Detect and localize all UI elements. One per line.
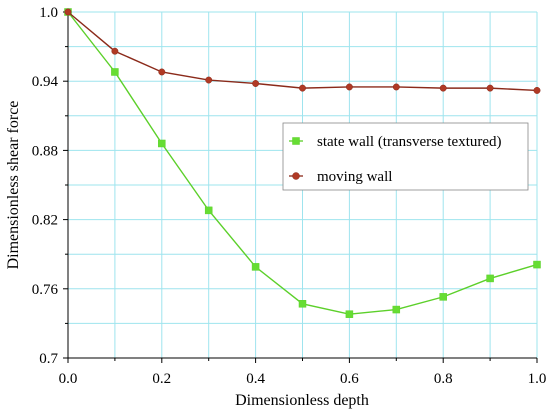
- y-tick-label: 0.82: [32, 213, 58, 229]
- data-point-state-wall: [439, 293, 447, 301]
- data-point-moving-wall: [533, 86, 541, 94]
- x-tick-label: 0.4: [246, 371, 265, 387]
- data-point-moving-wall: [392, 83, 400, 91]
- data-point-state-wall: [204, 206, 213, 215]
- y-tick-label: 0.88: [32, 143, 58, 159]
- y-tick-label: 0.94: [32, 74, 59, 90]
- tick-labels: 0.0 0.2 0.4 0.6 0.8 1.0 0.7 0.76 0.82 0.88 0.94 1.0: [32, 5, 547, 387]
- data-point-moving-wall: [486, 84, 494, 92]
- legend-marker-state-wall: [292, 137, 300, 145]
- data-point-state-wall: [486, 274, 494, 283]
- data-point-state-wall: [345, 310, 354, 318]
- data-point-state-wall: [251, 263, 260, 271]
- series-group: [64, 8, 541, 318]
- x-tick-label: 0.8: [434, 371, 453, 387]
- grid: [68, 11, 538, 358]
- legend-box: [282, 122, 529, 191]
- legend: state wall (transverse textured) moving …: [282, 122, 529, 191]
- data-point-moving-wall: [111, 47, 119, 55]
- x-tick-label: 0.2: [152, 371, 171, 387]
- legend-marker-moving-wall: [292, 172, 300, 180]
- data-point-moving-wall: [345, 83, 353, 91]
- x-tick-label: 0.6: [340, 371, 359, 387]
- data-point-moving-wall: [205, 76, 213, 84]
- x-axis-label: Dimensionless depth: [235, 392, 369, 409]
- legend-label-moving-wall: moving wall: [317, 169, 392, 185]
- x-tick-label: 0.0: [59, 371, 78, 387]
- data-point-moving-wall: [299, 84, 306, 92]
- data-point-state-wall: [111, 68, 119, 76]
- data-point-state-wall: [298, 300, 307, 308]
- legend-label-state-wall: state wall (transverse textured): [317, 134, 502, 150]
- data-point-state-wall: [392, 305, 401, 314]
- y-tick-label: 1.0: [39, 5, 58, 21]
- data-point-moving-wall: [158, 68, 166, 76]
- x-tick-label: 1.0: [528, 371, 547, 387]
- data-point-state-wall: [158, 139, 166, 148]
- data-point-moving-wall: [252, 80, 260, 87]
- axes: [63, 11, 538, 363]
- y-tick-label: 0.76: [32, 282, 59, 298]
- data-point-state-wall: [533, 260, 541, 269]
- data-point-moving-wall: [439, 84, 447, 92]
- y-axis-label: Dimensionless shear force: [5, 101, 22, 270]
- data-point-moving-wall: [64, 8, 72, 16]
- y-tick-label: 0.7: [39, 351, 58, 367]
